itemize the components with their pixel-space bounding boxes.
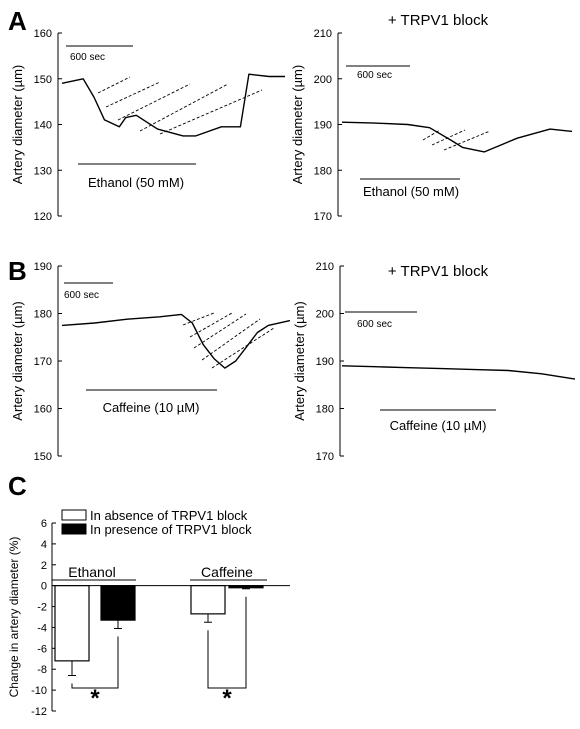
y-tick-label: 0 [41,581,47,593]
diameter-trace-line [341,365,576,380]
y-tick-label: 160 [34,28,52,40]
y-tick-label: 190 [316,356,334,368]
panel-title: + TRPV1 block [388,263,489,280]
y-tick-label: 180 [316,404,334,416]
y-tick-label: 190 [34,261,52,273]
panel-title: + TRPV1 block [388,12,489,29]
response-hatch-line [182,312,215,326]
time-scale-label: 600 sec [64,290,99,301]
response-hatch-line [431,129,466,146]
significance-asterisk: * [90,685,100,712]
y-tick-label: 150 [34,74,52,86]
y-tick-label: 160 [34,404,52,416]
panel-letter-b: B [8,256,27,286]
time-scale-label: 600 sec [357,319,392,330]
y-tick-label: 170 [34,356,52,368]
y-tick-label: 130 [34,165,52,177]
y-tick-label: 180 [34,309,52,321]
y-tick-label: 200 [316,309,334,321]
response-hatch-line [211,327,275,369]
y-axis-label: Change in artery diameter (%) [7,537,21,698]
diameter-trace-line [61,313,291,369]
y-tick-label: 200 [314,74,332,86]
y-axis-label: Artery diameter (µm) [10,301,25,420]
response-hatch-line [189,312,233,338]
y-tick-label: 190 [314,120,332,132]
bar-caffeine-presence [228,585,264,589]
y-axis-label: Artery diameter (µm) [292,301,307,420]
y-tick-label: 6 [41,518,47,530]
y-tick-label: -2 [37,602,47,614]
y-tick-label: 210 [314,28,332,40]
y-tick-label: 170 [314,211,332,223]
panel-letter-a: A [8,6,27,36]
response-hatch-line [159,89,263,135]
y-tick-label: 4 [41,539,47,551]
treatment-label: Caffeine (10 µM) [103,400,200,415]
y-tick-label: 2 [41,560,47,572]
response-hatch-line [97,76,131,94]
treatment-label: Caffeine (10 µM) [390,418,487,433]
significance-asterisk: * [222,685,232,712]
response-hatch-line [117,83,191,121]
panel-letter-c: C [8,471,27,501]
y-tick-label: -8 [37,664,47,676]
y-axis-label: Artery diameter (µm) [290,65,305,184]
response-hatch-line [139,83,229,132]
legend-label: In presence of TRPV1 block [90,522,252,537]
legend-label: In absence of TRPV1 block [90,508,248,523]
y-tick-label: 180 [314,165,332,177]
bar-ethanol-presence [100,585,136,621]
diameter-trace-line [341,121,573,153]
response-hatch-line [193,313,247,349]
y-tick-label: -4 [37,622,47,634]
bar-ethanol-absence [54,585,90,662]
y-tick-label: 210 [316,261,334,273]
legend-swatch [61,523,87,535]
bar-caffeine-absence [190,585,226,615]
significance-bracket [207,596,247,689]
y-tick-label: -10 [31,685,47,697]
treatment-label: Ethanol (50 mM) [363,184,459,199]
response-hatch-line [443,130,491,151]
y-tick-label: 170 [316,451,334,463]
category-label: Caffeine [201,564,253,580]
treatment-label: Ethanol (50 mM) [88,175,184,190]
time-scale-label: 600 sec [357,70,392,81]
time-scale-label: 600 sec [70,52,105,63]
y-tick-label: 150 [34,451,52,463]
category-label: Ethanol [68,564,115,580]
significance-bracket [71,636,119,689]
legend-swatch [61,509,87,521]
response-hatch-line [422,129,441,141]
y-tick-label: 120 [34,211,52,223]
response-hatch-line [201,318,261,361]
y-axis-label: Artery diameter (µm) [10,65,25,184]
diameter-trace-line [61,73,285,137]
y-tick-label: 140 [34,120,52,132]
y-tick-label: -6 [37,643,47,655]
y-tick-label: -12 [31,706,47,718]
